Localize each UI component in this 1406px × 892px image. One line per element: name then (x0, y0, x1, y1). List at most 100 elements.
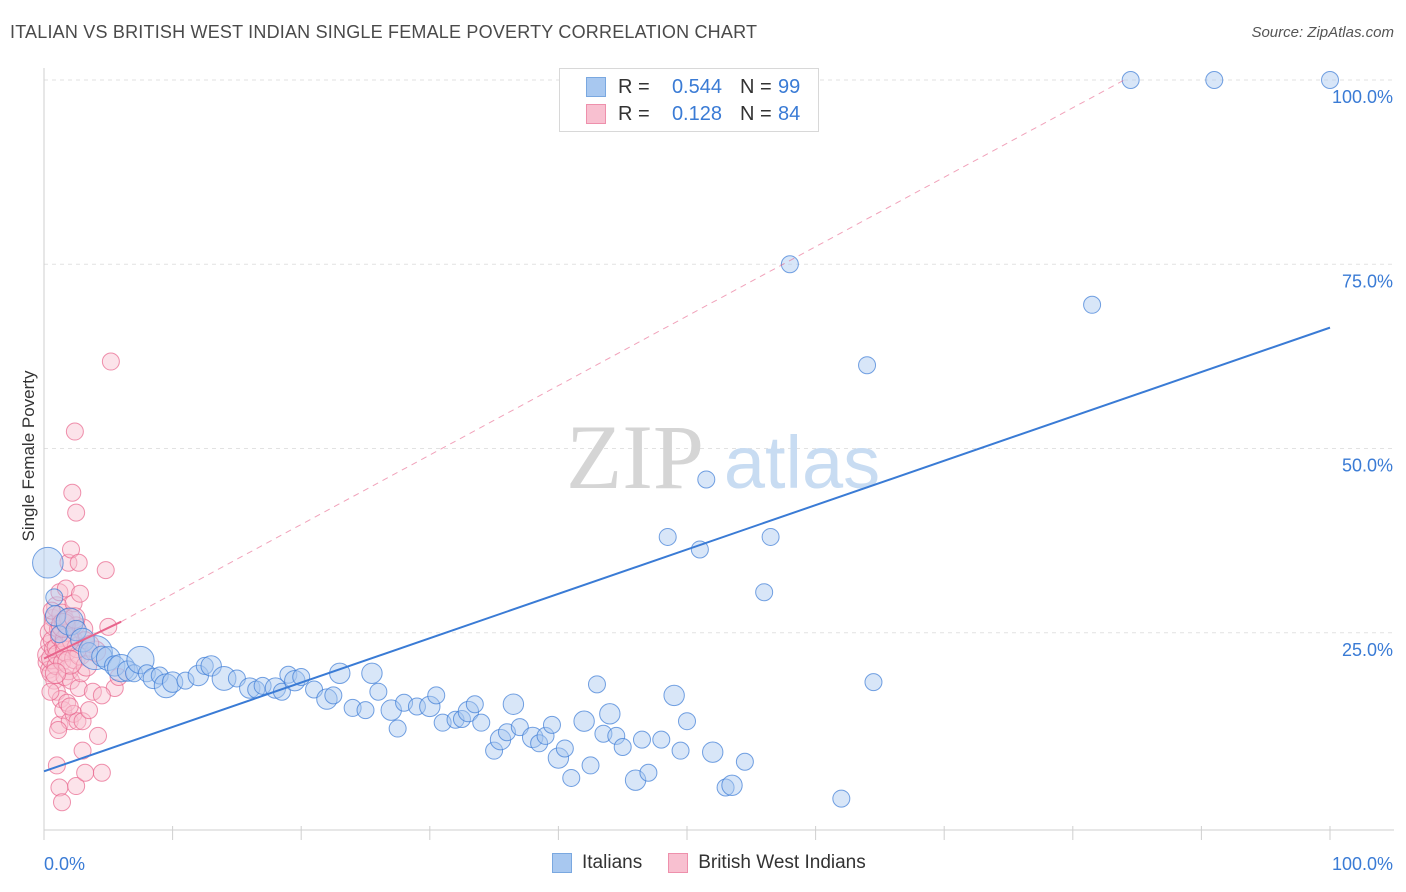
bwi-point (101, 352, 120, 371)
italian-point (678, 712, 696, 731)
bwi-point (73, 741, 92, 760)
bwi-point (92, 686, 111, 705)
italian-point (536, 726, 555, 745)
italian-point (176, 671, 195, 690)
r-value: 0.128 (671, 102, 722, 125)
legend-row-italians: R = 0.544 N = 99 (586, 75, 800, 99)
watermark-zip: ZIP (566, 406, 704, 508)
legend-item-bwi[interactable]: British West Indians (668, 852, 866, 874)
x-tick-label: 100.0% (1332, 854, 1393, 874)
italian-point (253, 676, 272, 695)
italian-point (716, 778, 735, 797)
italian-point (780, 255, 799, 274)
italian-point (530, 734, 549, 753)
italian-point (50, 625, 69, 644)
bwi-point (64, 594, 83, 613)
bwi-point (89, 726, 108, 745)
italian-point (1321, 71, 1339, 89)
italian-point (858, 356, 877, 375)
italian-point (1205, 71, 1224, 89)
italian-point (652, 730, 671, 749)
italian-point (639, 763, 658, 782)
bwi-point (53, 793, 72, 812)
italian-points (32, 69, 1339, 808)
italian-point (419, 695, 441, 718)
italians-label: Italians (582, 852, 643, 873)
italian-point (502, 693, 525, 715)
italian-point (116, 660, 139, 682)
italian-point (1121, 71, 1140, 89)
series-legend: Italians British West Indians (552, 852, 892, 874)
italian-point (542, 715, 561, 734)
stats-legend: R = 0.544 N = 99 R = 0.128 N = 84 (559, 68, 819, 132)
italian-point (555, 739, 574, 758)
y-tick-label: 75.0% (1342, 271, 1393, 291)
bwi-swatch (586, 104, 606, 124)
bwi-point (92, 763, 111, 782)
italian-point (324, 686, 343, 705)
italian-point (671, 741, 690, 760)
italian-point (735, 752, 754, 771)
grid-lines (44, 79, 1394, 634)
italian-point (485, 741, 504, 760)
n-value: 99 (778, 75, 801, 98)
bwi-point (62, 540, 81, 559)
italians-trend-line (43, 326, 1331, 773)
bwi-point (83, 682, 102, 701)
italian-point (755, 583, 774, 602)
italian-point (80, 642, 99, 661)
italian-point (472, 713, 491, 732)
legend-item-italians[interactable]: Italians (552, 852, 642, 874)
bwi-point (63, 483, 82, 502)
bwi-point (67, 777, 86, 796)
italian-point (761, 527, 780, 546)
italian-point (607, 726, 626, 745)
italian-point (599, 703, 621, 725)
bwi-point (69, 553, 88, 572)
italian-point (1083, 295, 1102, 314)
bwi-point (68, 712, 87, 731)
italian-point (690, 540, 709, 559)
r-label: R = (618, 102, 650, 125)
italians-swatch (552, 853, 572, 873)
italian-point (44, 605, 67, 627)
n-label: N = (740, 102, 772, 125)
italian-point (721, 774, 743, 797)
y-tick-label: 25.0% (1342, 640, 1393, 660)
italian-point (547, 747, 570, 769)
italian-point (427, 686, 446, 705)
bwi-swatch (668, 853, 689, 873)
bwi-label: British West Indians (698, 852, 866, 873)
y-tick-label: 50.0% (1342, 456, 1393, 476)
bwi-trend-line (43, 620, 122, 660)
axes (43, 68, 1394, 840)
y-tick-label: 100.0% (1332, 87, 1393, 107)
chart-title: ITALIAN VS BRITISH WEST INDIAN SINGLE FE… (10, 22, 758, 42)
italian-point (211, 666, 237, 691)
x-tick-label: 0.0% (44, 854, 85, 874)
italian-point (613, 737, 632, 756)
bwi-point (80, 701, 99, 720)
italian-point (465, 695, 484, 714)
bwi-points (37, 352, 128, 812)
bwi-point (96, 561, 115, 580)
bwi-point (47, 756, 66, 775)
italian-point (388, 719, 407, 738)
italian-point (45, 588, 64, 607)
trend-lines (43, 79, 1331, 773)
tick-labels: 100.0% 75.0% 50.0% 25.0% 0.0% 100.0% (44, 87, 1393, 874)
r-label: R = (618, 75, 650, 98)
r-value: 0.544 (671, 75, 722, 98)
italian-point (200, 655, 222, 677)
italian-point (356, 701, 375, 720)
italian-point (697, 470, 716, 489)
bwi-point (76, 763, 95, 782)
bwi-point (59, 553, 78, 572)
italian-point (587, 675, 606, 694)
italian-point (126, 645, 155, 675)
bwi-point (42, 601, 61, 620)
italian-point (369, 682, 388, 701)
italian-point (361, 662, 383, 684)
italian-point (55, 607, 84, 636)
